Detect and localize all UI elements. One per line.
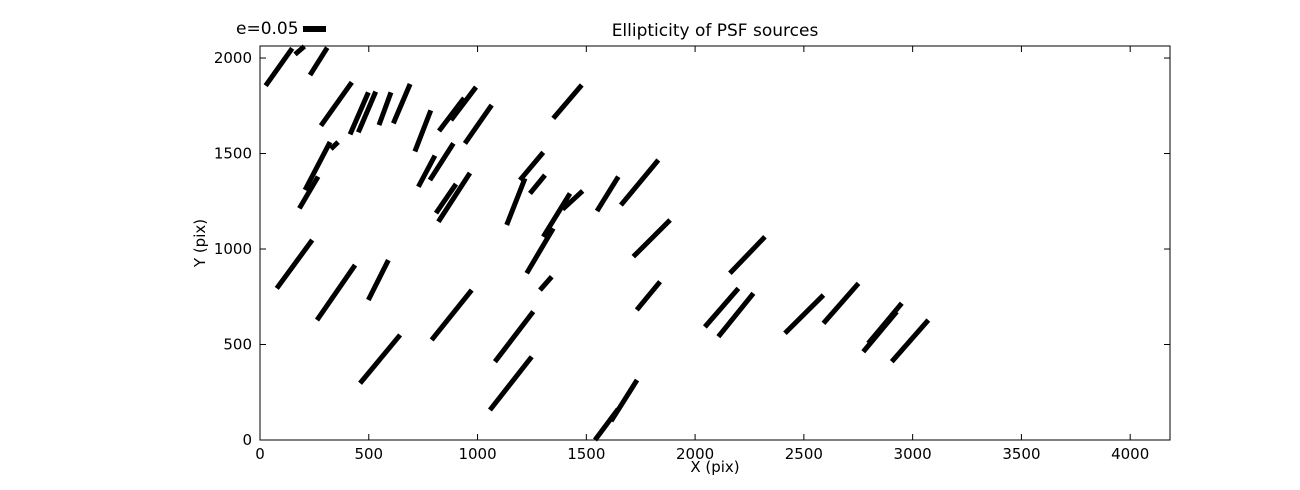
psf-ellipticity-stick <box>263 46 295 88</box>
x-tick-label: 3000 <box>894 445 932 463</box>
x-tick-label: 0 <box>255 445 265 463</box>
psf-ellipticity-stick <box>314 263 358 322</box>
psf-ellipticity-stick <box>524 227 556 275</box>
psf-ellipticity-stick <box>274 238 315 290</box>
psf-ellipticity-stick <box>412 109 434 153</box>
psf-ellipticity-stick <box>293 44 307 57</box>
x-tick-label: 1000 <box>458 445 496 463</box>
psf-ellipticity-stick <box>594 175 621 213</box>
psf-ellipticity-stick <box>861 310 899 354</box>
psf-ellipticity-stick <box>307 46 330 77</box>
psf-ellipticity-stick <box>366 258 391 302</box>
legend-label: e=0.05 <box>236 19 299 39</box>
psf-ellipticity-stick <box>376 91 394 126</box>
psf-ellipticity-stick <box>347 91 371 136</box>
psf-ellipticity-stick <box>427 142 456 182</box>
psf-ellipticity-stick <box>437 96 467 133</box>
psf-ellipticity-stick <box>634 280 662 312</box>
axes-frame <box>259 45 1171 441</box>
psf-ellipticity-stick <box>551 83 584 121</box>
x-tick-label: 3500 <box>1002 445 1040 463</box>
x-tick-label: 500 <box>354 445 383 463</box>
psf-ellipticity-stick <box>433 182 459 215</box>
psf-ellipticity-stick <box>783 293 826 336</box>
psf-ellipticity-stick <box>609 378 640 423</box>
x-axis-label: X (pix) <box>690 458 740 476</box>
psf-ellipticity-stick <box>487 355 534 412</box>
x-tick-label: 2500 <box>785 445 823 463</box>
psf-ellipticity-stick <box>297 175 321 210</box>
psf-ellipticity-stick <box>436 171 473 224</box>
chart-title: Ellipticity of PSF sources <box>611 21 819 41</box>
y-tick-label: 2000 <box>214 49 252 67</box>
psf-ellipticity-stick <box>416 154 438 188</box>
psf-ellipticity-stick <box>538 275 554 292</box>
psf-ellipticity-stick <box>528 173 547 196</box>
psf-ellipticity-stick <box>821 281 861 325</box>
x-tick-label: 2000 <box>676 445 714 463</box>
psf-ellipticity-stick <box>356 90 379 134</box>
psf-ellipticity-stick <box>318 80 354 128</box>
psf-ellipticity-stick <box>716 291 756 339</box>
psf-ellipticity-stick <box>504 177 528 226</box>
psf-ellipticity-stick <box>302 140 333 192</box>
psf-ellipticity-stick <box>541 192 573 239</box>
psf-ellipticity-stick <box>889 318 931 364</box>
psf-ellipticity-stick <box>391 83 413 125</box>
legend-stick-sample <box>303 26 326 32</box>
psf-ellipticity-stick <box>518 150 546 182</box>
psf-ellipticity-stick <box>492 310 536 364</box>
y-tick-label: 500 <box>223 336 252 354</box>
x-tick-label: 4000 <box>1111 445 1149 463</box>
psf-ellipticity-stick <box>329 140 340 151</box>
psf-ellipticity-stick <box>358 333 403 385</box>
psf-ellipticity-stick <box>560 189 585 212</box>
psf-ellipticity-stick <box>702 286 741 329</box>
y-axis-label: Y (pix) <box>191 218 209 268</box>
psf-ellipticity-stick <box>728 235 767 276</box>
y-tick-label: 1000 <box>214 240 252 258</box>
psf-ellipticity-stick <box>631 218 672 259</box>
y-tick-label: 1500 <box>214 145 252 163</box>
psf-ellipticity-stick <box>618 158 661 207</box>
psf-ellipticity-stick <box>462 103 494 145</box>
psf-ellipticity-stick <box>449 85 479 122</box>
x-tick-label: 1500 <box>567 445 605 463</box>
y-tick-label: 0 <box>242 431 252 449</box>
psf-ellipticity-stick <box>429 288 474 342</box>
